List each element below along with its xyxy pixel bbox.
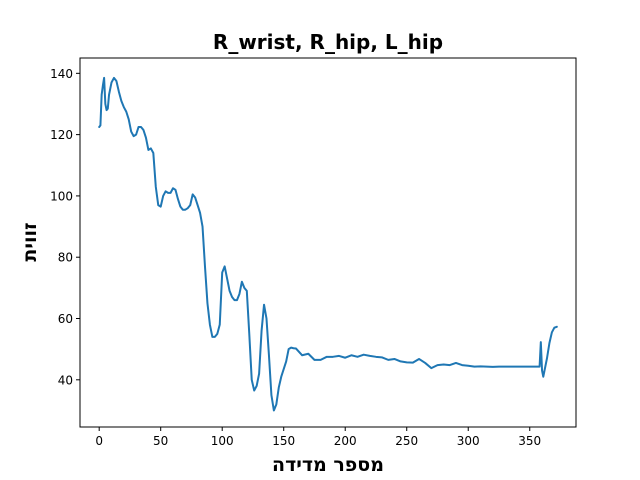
series-line: [98, 76, 558, 412]
x-axis-label: מספר מדידה: [272, 454, 384, 476]
y-axis-label: זווית: [19, 222, 41, 261]
y-tick-label: 140: [50, 67, 73, 81]
y-tick-label: 80: [58, 251, 73, 265]
axes-frame: [79, 57, 577, 428]
y-tick-label: 60: [58, 312, 73, 326]
x-axis-ticks: 0 50 100 150 200 250 300 350: [95, 427, 541, 448]
chart-title: R_wrist, R_hip, L_hip: [213, 30, 443, 54]
x-tick-label: 0: [95, 434, 103, 448]
y-tick-label: 40: [58, 373, 73, 387]
y-tick-label: 120: [50, 128, 73, 142]
x-tick-label: 250: [395, 434, 418, 448]
y-axis-ticks: 40 60 80 100 120 140: [50, 67, 80, 387]
plot-area: [79, 57, 577, 428]
x-tick-label: 50: [153, 434, 168, 448]
x-tick-label: 350: [518, 434, 541, 448]
x-tick-label: 300: [457, 434, 480, 448]
x-tick-label: 200: [334, 434, 357, 448]
y-tick-label: 100: [50, 189, 73, 203]
x-tick-label: 100: [211, 434, 234, 448]
x-tick-label: 150: [272, 434, 295, 448]
